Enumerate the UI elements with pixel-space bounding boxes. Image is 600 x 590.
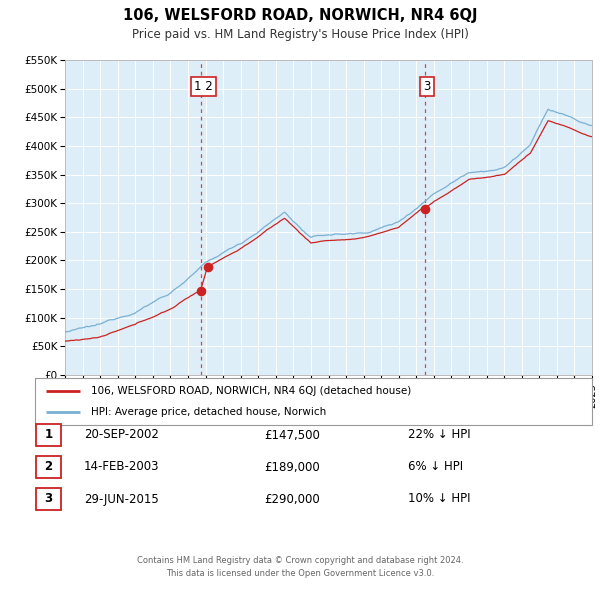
Text: 2: 2 (44, 461, 53, 474)
Text: 3: 3 (423, 80, 431, 93)
Text: £147,500: £147,500 (264, 428, 320, 441)
Text: Price paid vs. HM Land Registry's House Price Index (HPI): Price paid vs. HM Land Registry's House … (131, 28, 469, 41)
Text: £189,000: £189,000 (264, 461, 320, 474)
Point (196, 286, 205, 295)
FancyBboxPatch shape (37, 488, 61, 510)
Text: 14-FEB-2003: 14-FEB-2003 (84, 461, 160, 474)
Point (421, 204, 430, 214)
Text: 3: 3 (44, 493, 53, 506)
Text: 29-JUN-2015: 29-JUN-2015 (84, 493, 159, 506)
Text: £290,000: £290,000 (264, 493, 320, 506)
Text: 6% ↓ HPI: 6% ↓ HPI (408, 461, 463, 474)
FancyBboxPatch shape (37, 455, 61, 478)
Text: 22% ↓ HPI: 22% ↓ HPI (408, 428, 470, 441)
Text: 10% ↓ HPI: 10% ↓ HPI (408, 493, 470, 506)
Text: 106, WELSFORD ROAD, NORWICH, NR4 6QJ (detached house): 106, WELSFORD ROAD, NORWICH, NR4 6QJ (de… (91, 386, 411, 396)
Text: HPI: Average price, detached house, Norwich: HPI: Average price, detached house, Norw… (91, 407, 326, 417)
FancyBboxPatch shape (35, 378, 592, 425)
Text: 1: 1 (44, 428, 53, 441)
FancyBboxPatch shape (37, 424, 61, 446)
Text: Contains HM Land Registry data © Crown copyright and database right 2024.
This d: Contains HM Land Registry data © Crown c… (137, 556, 463, 578)
Text: 106, WELSFORD ROAD, NORWICH, NR4 6QJ: 106, WELSFORD ROAD, NORWICH, NR4 6QJ (123, 8, 477, 23)
Text: 1 2: 1 2 (194, 80, 212, 93)
Text: 20-SEP-2002: 20-SEP-2002 (84, 428, 159, 441)
Point (203, 262, 212, 271)
